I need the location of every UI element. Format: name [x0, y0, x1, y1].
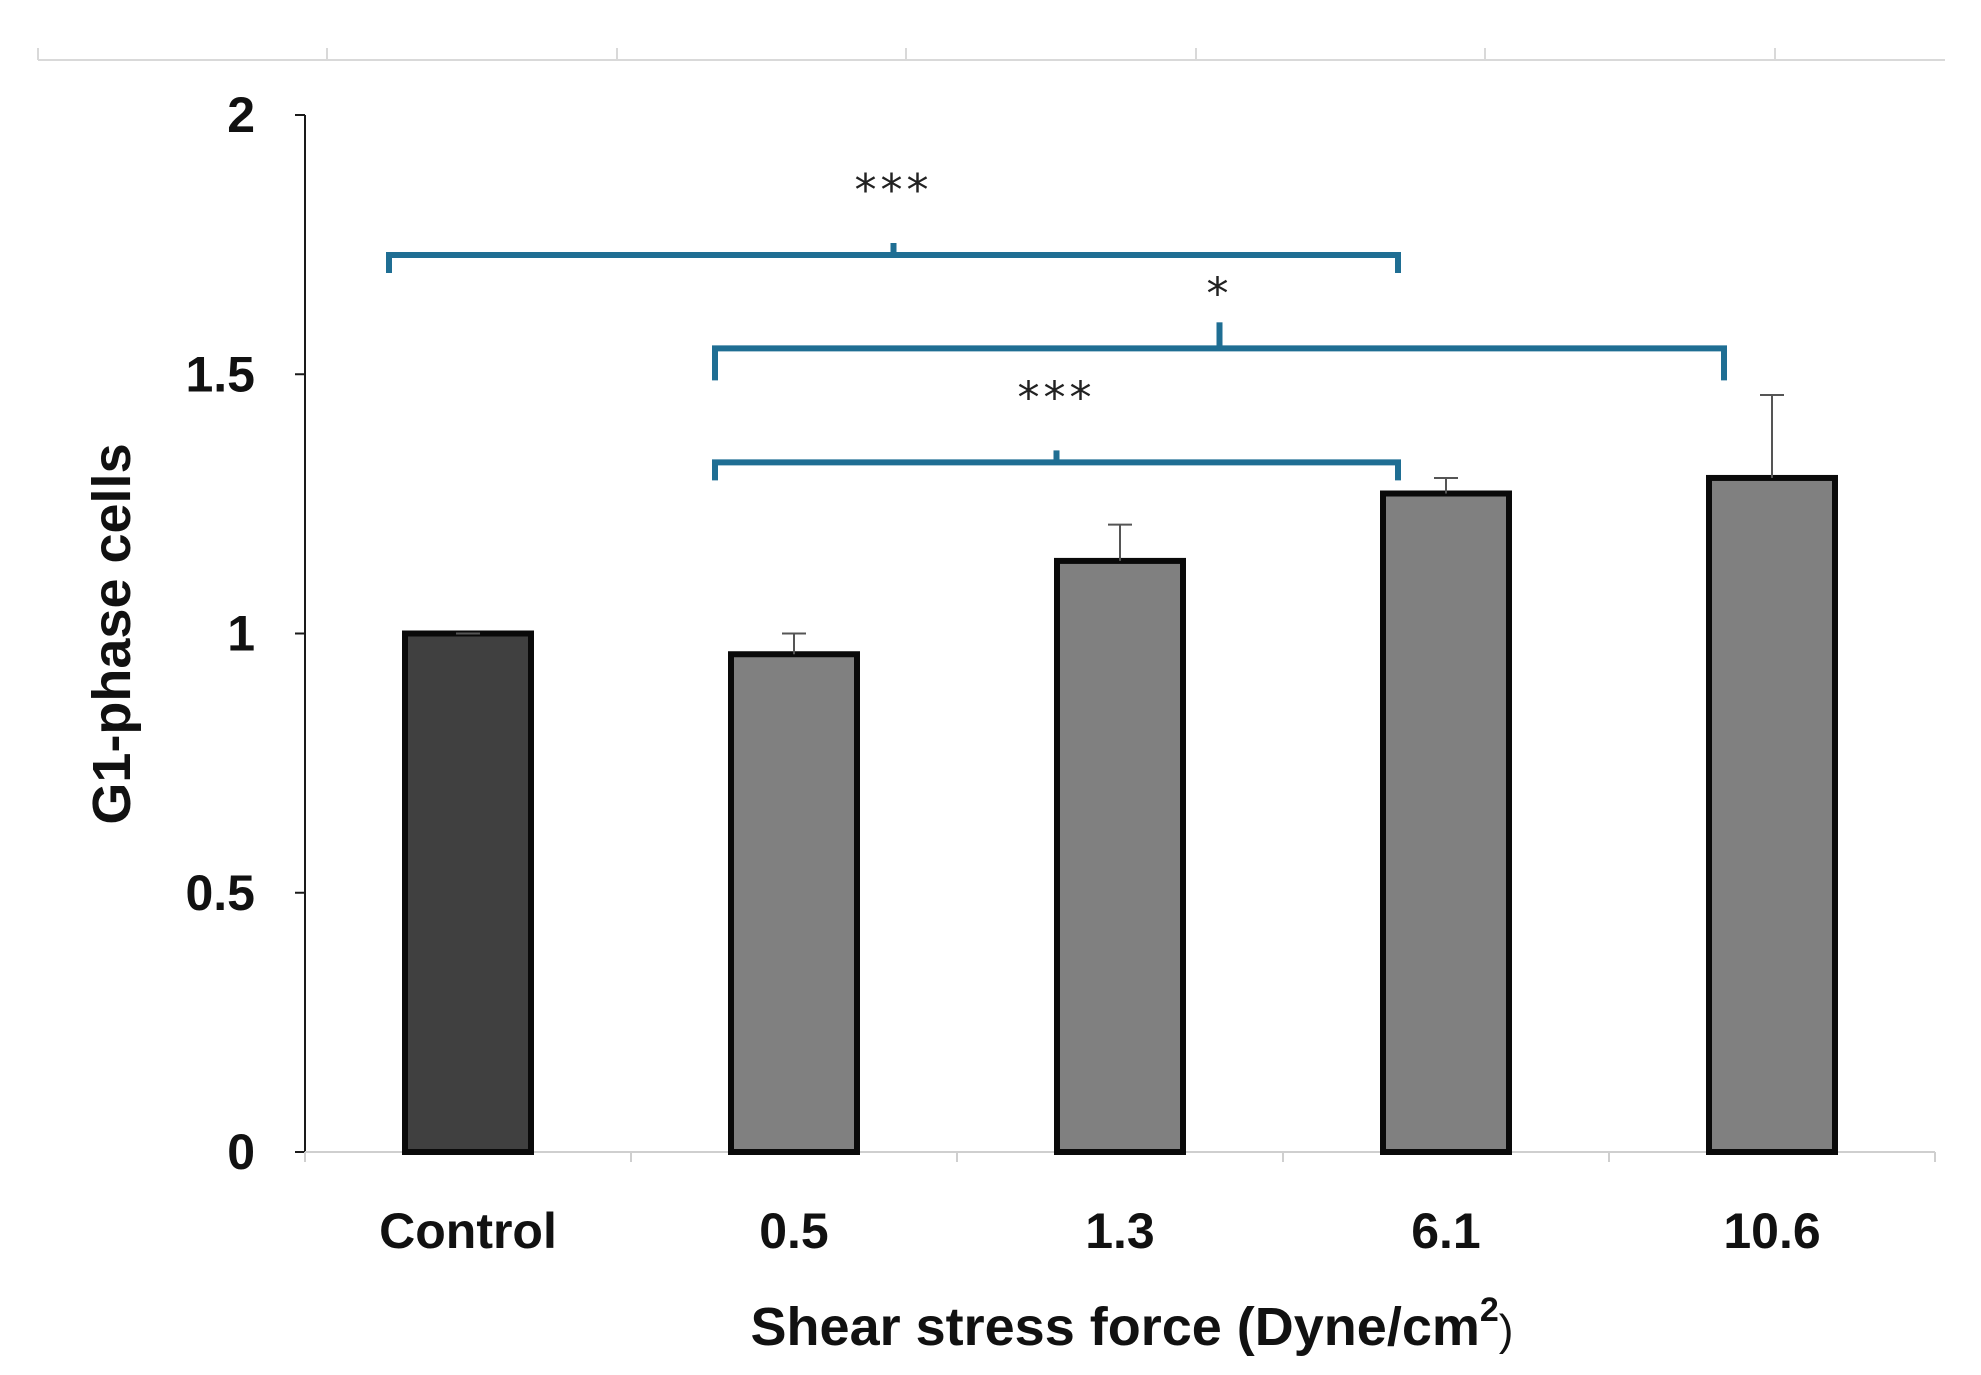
significance-bracket [386, 251, 1401, 273]
y-tick-label: 1 [227, 606, 255, 662]
significance-label: *** [1018, 372, 1096, 423]
x-axis-title-main: Shear stress force (Dyne/cm [751, 1297, 1480, 1357]
x-axis-title: Shear stress force (Dyne/cm2) [751, 1291, 1514, 1357]
y-tick-label: 2 [227, 87, 255, 143]
significance-brackets: ******* [386, 165, 1727, 481]
significance-label: *** [855, 165, 933, 216]
y-tick-label: 0 [227, 1124, 255, 1180]
y-tick-label: 0.5 [185, 865, 255, 921]
x-ticks: Control 0.5 1.3 6.1 10.6 [304, 1152, 1936, 1259]
top-frame-ticks [37, 48, 1776, 60]
significance-label: * [1207, 268, 1233, 319]
bar [1380, 490, 1512, 1155]
x-tick-label: 1.3 [1085, 1203, 1155, 1259]
y-tick-label: 1.5 [185, 346, 255, 402]
bar [1706, 474, 1838, 1155]
bar [1054, 557, 1186, 1155]
y-axis-title: G1-phase cells [82, 443, 142, 824]
x-tick-label: 6.1 [1411, 1203, 1481, 1259]
x-tick-label: 10.6 [1723, 1203, 1820, 1259]
significance-bracket [712, 459, 1401, 481]
bars [402, 474, 1838, 1155]
error-bars [456, 393, 1784, 655]
bar [728, 651, 860, 1155]
x-axis-title-close: ) [1499, 1306, 1514, 1355]
x-tick-label: 0.5 [759, 1203, 829, 1259]
y-ticks: 0 0.5 1 1.5 2 [185, 87, 305, 1180]
significance-bracket [712, 345, 1727, 381]
x-axis-title-superscript: 2 [1480, 1291, 1499, 1329]
bar [402, 630, 534, 1155]
x-tick-label: Control [379, 1203, 557, 1259]
